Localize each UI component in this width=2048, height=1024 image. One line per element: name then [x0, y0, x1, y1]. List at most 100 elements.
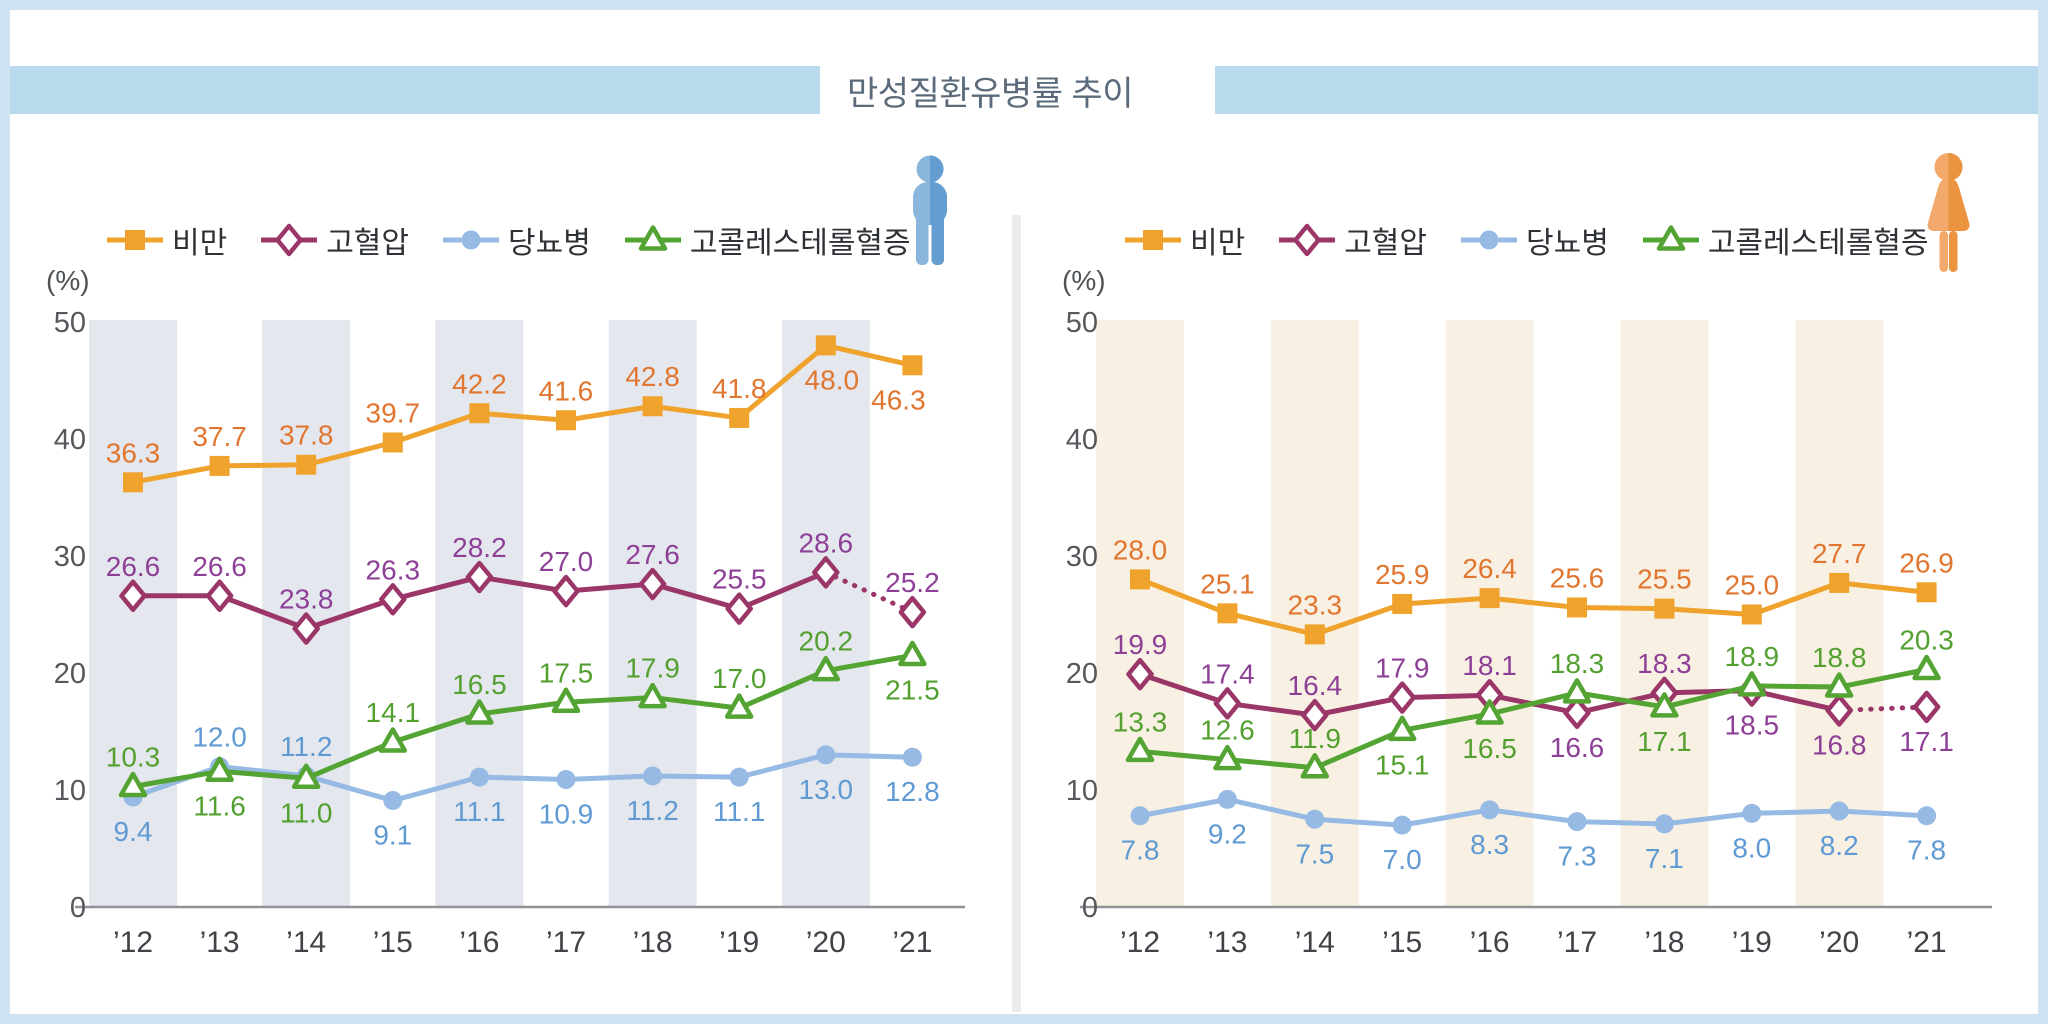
cholesterol-marker: [291, 763, 321, 790]
y-tick-label: 10: [54, 775, 86, 807]
female-chart: (%) 50 40 30 20 10 0 ’12 ’13 ’14 ’15 ’16 ’17 ’18 ’19 ’2…: [1062, 265, 1992, 959]
diabetes-value-label: 7.8: [1121, 835, 1160, 866]
diabetes-marker: [729, 767, 749, 787]
legend-label: 비만: [1190, 227, 1246, 260]
cholesterol-value-label: 16.5: [1462, 733, 1517, 764]
obesity-marker: [382, 432, 403, 453]
y-tick-label: 40: [1066, 424, 1098, 456]
hypertension-legend-glyph: [1293, 223, 1321, 257]
cholesterol-marker: [1824, 672, 1854, 698]
legend-label: 고혈압: [326, 227, 410, 260]
cholesterol-value-label: 20.3: [1899, 624, 1954, 655]
cholesterol-legend-glyph: [1656, 225, 1686, 251]
cholesterol-marker: [638, 682, 667, 709]
hypertension-value-label: 25.2: [885, 567, 940, 598]
cholesterol-value-label: 18.9: [1725, 641, 1780, 672]
y-tick-label: 50: [54, 307, 86, 339]
hypertension-line-dotted: [1836, 704, 1930, 713]
hypertension-marker: [638, 567, 667, 601]
cholesterol-value-label: 11.6: [193, 790, 245, 821]
diabetes-value-label: 13.0: [799, 774, 854, 805]
diabetes-line: [132, 752, 913, 804]
obesity-line: [1139, 577, 1927, 637]
male-chart: (%) 50 40 30 20 10 0 ’12 ’13 ’14 ’15 ’16 ’17 ’18 ’19 ’2…: [46, 265, 965, 959]
diabetes-marker: [1392, 815, 1412, 835]
panel-divider: [1012, 215, 1021, 1012]
cholesterol-legend-glyph: [638, 225, 668, 251]
obesity-value-label: 25.5: [1637, 564, 1692, 595]
cholesterol-value-label: 11.0: [280, 797, 332, 828]
cholesterol-marker: [205, 756, 234, 783]
year-band: [781, 320, 870, 907]
diabetes-value-label: 11.1: [713, 796, 765, 827]
female-icon: [1927, 153, 1970, 272]
y-tick-label: 10: [1066, 775, 1098, 807]
hypertension-value-label: 19.9: [1113, 629, 1168, 660]
obesity-marker: [1654, 598, 1675, 619]
hypertension-value-label: 26.6: [192, 551, 247, 582]
cholesterol-marker: [724, 693, 754, 719]
cholesterol-value-label: 13.3: [1113, 706, 1168, 737]
year-band: [89, 320, 177, 907]
diabetes-marker: [816, 745, 836, 765]
y-tick-label: 20: [54, 658, 86, 690]
cholesterol-value-label: 12.6: [1200, 715, 1255, 746]
obesity-marker: [1829, 572, 1850, 593]
diabetes-value-label: 9.4: [114, 816, 153, 847]
diabetes-value-label: 7.8: [1907, 835, 1946, 866]
obesity-value-label: 48.0: [805, 364, 860, 395]
cholesterol-marker: [1300, 753, 1330, 779]
x-tick-label: ’15: [1382, 926, 1422, 959]
y-tick-label: 0: [70, 892, 86, 924]
year-band: [1270, 320, 1359, 907]
x-tick-label: ’20: [806, 926, 846, 959]
x-tick-label: ’18: [633, 926, 673, 959]
obesity-marker: [642, 396, 663, 417]
legend-label: 당뇨병: [508, 227, 591, 260]
hypertension-legend-marker-icon: [1279, 223, 1336, 257]
diabetes-marker: [1917, 806, 1937, 826]
x-tick-label: ’14: [286, 926, 326, 959]
obesity-value-label: 37.7: [192, 421, 247, 452]
female-year-bands: [1096, 320, 1884, 907]
cholesterol-value-label: 18.3: [1550, 648, 1605, 679]
cholesterol-value-label: 21.5: [885, 674, 940, 705]
cholesterol-marker: [465, 699, 494, 725]
diabetes-value-label: 9.1: [373, 820, 412, 851]
obesity-marker: [1741, 604, 1762, 625]
diabetes-marker: [902, 747, 922, 767]
y-tick-label: 30: [54, 541, 86, 573]
x-tick-label: ’21: [892, 926, 932, 959]
diabetes-marker: [1480, 800, 1500, 820]
obesity-marker: [1217, 603, 1238, 624]
x-tick-label: ’21: [1907, 926, 1947, 959]
cholesterol-value-label: 17.1: [1637, 726, 1692, 757]
x-tick-label: ’18: [1644, 926, 1684, 959]
diabetes-legend-glyph: [461, 230, 481, 250]
diabetes-value-label: 7.5: [1295, 838, 1334, 869]
obesity-marker: [1304, 624, 1325, 645]
obesity-marker: [1479, 588, 1500, 609]
obesity-marker: [1392, 593, 1413, 614]
obesity-legend-marker-icon: [107, 230, 163, 250]
obesity-value-label: 37.8: [279, 420, 334, 451]
obesity-marker: [729, 407, 750, 428]
y-axis-unit-label: (%): [46, 265, 90, 296]
cholesterol-value-label: 17.9: [625, 653, 680, 684]
obesity-value-label: 25.9: [1375, 559, 1430, 590]
x-tick-label: ’14: [1295, 926, 1335, 959]
x-tick-label: ’19: [719, 926, 759, 959]
x-tick-label: ’17: [546, 926, 586, 959]
cholesterol-marker: [118, 771, 148, 798]
obesity-value-label: 41.8: [712, 373, 767, 404]
hypertension-marker: [552, 574, 580, 608]
hypertension-value-label: 27.0: [539, 546, 594, 577]
hypertension-value-label: 23.8: [279, 584, 334, 615]
legend-item-diabetes: 당뇨병: [443, 218, 591, 262]
diabetes-legend-glyph: [1479, 230, 1499, 250]
diabetes-marker: [1567, 812, 1587, 832]
x-tick-label: ’20: [1819, 926, 1859, 959]
diabetes-marker: [1829, 801, 1849, 821]
obesity-value-label: 27.7: [1812, 538, 1867, 569]
cholesterol-marker: [1562, 678, 1592, 704]
